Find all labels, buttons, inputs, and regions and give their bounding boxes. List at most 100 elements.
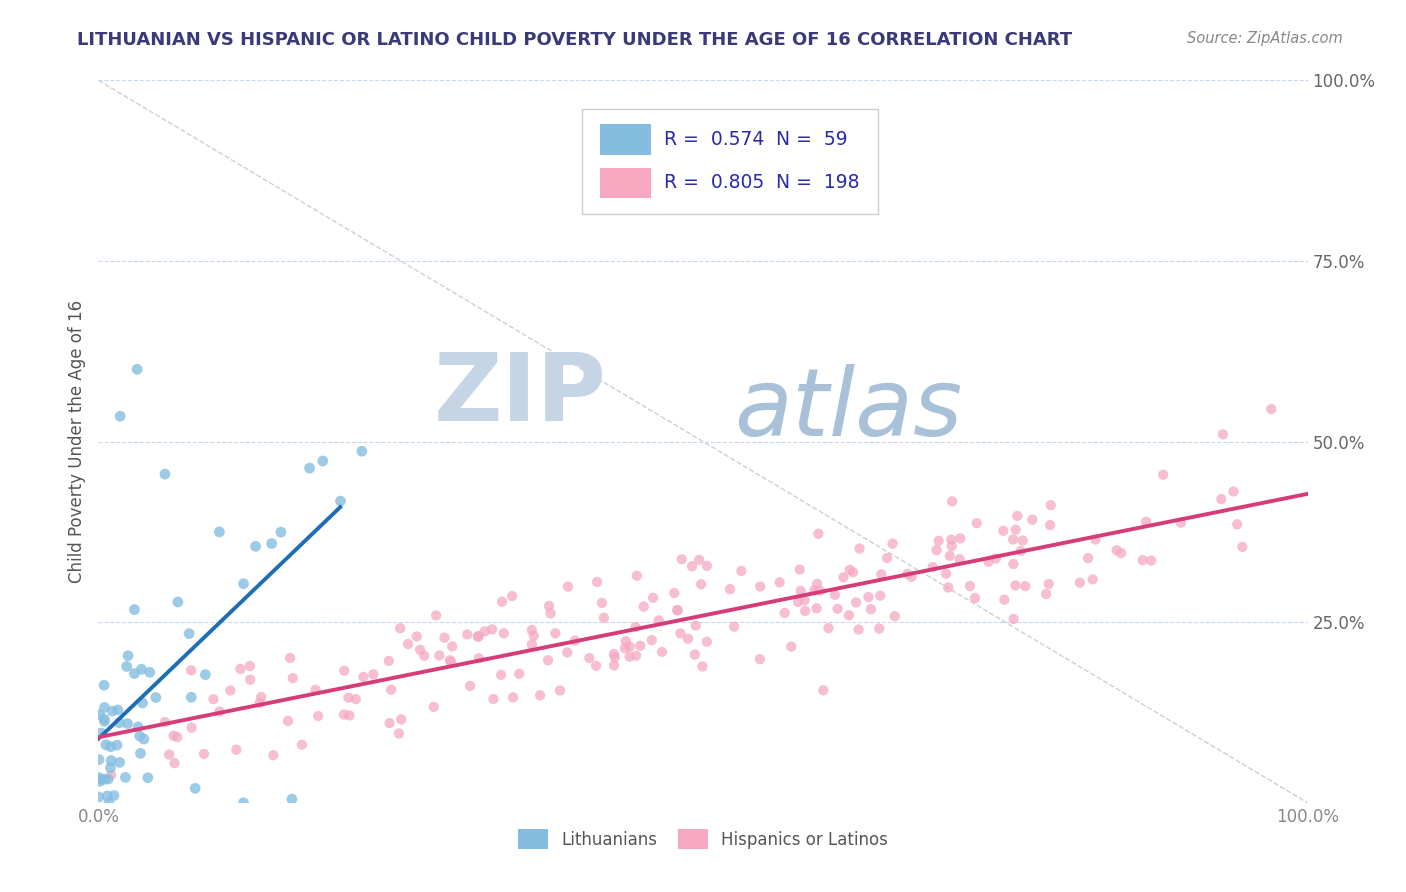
Point bbox=[405, 630, 427, 644]
Point bbox=[925, 543, 948, 558]
Point bbox=[749, 580, 772, 594]
Point bbox=[260, 536, 283, 550]
Point bbox=[1011, 533, 1033, 548]
Point bbox=[180, 690, 202, 705]
Point bbox=[232, 576, 254, 591]
Point bbox=[378, 716, 401, 731]
Point bbox=[1035, 587, 1057, 601]
Point bbox=[184, 781, 207, 796]
Point bbox=[1002, 557, 1025, 571]
Text: Source: ZipAtlas.com: Source: ZipAtlas.com bbox=[1187, 31, 1343, 46]
Point bbox=[1004, 523, 1026, 537]
Point bbox=[139, 665, 162, 680]
Point bbox=[281, 792, 304, 806]
Point bbox=[163, 756, 186, 771]
Point bbox=[824, 588, 846, 602]
Point bbox=[409, 642, 432, 657]
Point bbox=[685, 618, 707, 632]
Point bbox=[669, 626, 692, 640]
Point bbox=[97, 772, 120, 786]
Y-axis label: Child Poverty Under the Age of 16: Child Poverty Under the Age of 16 bbox=[67, 300, 86, 583]
Point bbox=[870, 567, 893, 582]
Point bbox=[845, 595, 868, 609]
Point bbox=[523, 629, 546, 643]
Point bbox=[614, 634, 637, 648]
Point bbox=[1170, 516, 1192, 530]
Point bbox=[882, 536, 904, 550]
Point bbox=[89, 707, 111, 722]
Point bbox=[681, 559, 703, 574]
Point bbox=[963, 591, 986, 605]
Point bbox=[993, 592, 1015, 607]
Point bbox=[1038, 577, 1060, 591]
Point bbox=[425, 608, 447, 623]
Point bbox=[688, 553, 710, 567]
Point bbox=[520, 638, 543, 652]
Point bbox=[928, 533, 950, 548]
Point bbox=[93, 678, 115, 692]
Point bbox=[1212, 427, 1234, 442]
Point bbox=[94, 738, 117, 752]
Point bbox=[941, 533, 963, 547]
Point bbox=[97, 796, 120, 810]
Point bbox=[281, 671, 304, 685]
Point bbox=[730, 564, 752, 578]
Point bbox=[1021, 513, 1043, 527]
Point bbox=[93, 700, 115, 714]
Point bbox=[491, 595, 513, 609]
Text: R =  0.805: R = 0.805 bbox=[664, 173, 765, 193]
Point bbox=[250, 690, 273, 704]
Point bbox=[388, 726, 411, 740]
Point bbox=[966, 516, 988, 531]
Point bbox=[100, 754, 122, 768]
Point bbox=[101, 704, 124, 718]
Point bbox=[389, 713, 412, 727]
Point bbox=[773, 606, 796, 620]
Point bbox=[935, 566, 957, 581]
Point bbox=[100, 768, 122, 782]
Text: N =  198: N = 198 bbox=[776, 173, 859, 193]
Point bbox=[1105, 543, 1128, 558]
Point bbox=[127, 720, 149, 734]
Text: LITHUANIAN VS HISPANIC OR LATINO CHILD POVERTY UNDER THE AGE OF 16 CORRELATION C: LITHUANIAN VS HISPANIC OR LATINO CHILD P… bbox=[77, 31, 1073, 49]
Point bbox=[676, 632, 699, 646]
Point bbox=[131, 696, 153, 710]
Point bbox=[166, 730, 188, 744]
Point bbox=[748, 652, 770, 666]
Point bbox=[769, 575, 792, 590]
Point bbox=[1109, 546, 1132, 560]
Point bbox=[591, 596, 613, 610]
Point bbox=[131, 662, 153, 676]
Point bbox=[896, 566, 918, 581]
Point bbox=[806, 576, 828, 591]
Point bbox=[239, 659, 262, 673]
Point bbox=[1077, 551, 1099, 566]
Point bbox=[108, 756, 131, 770]
Point bbox=[225, 742, 247, 756]
Point bbox=[329, 494, 352, 508]
Point bbox=[537, 653, 560, 667]
Point bbox=[603, 650, 626, 665]
Point bbox=[666, 603, 689, 617]
Point bbox=[848, 623, 870, 637]
Text: atlas: atlas bbox=[734, 364, 962, 455]
Point bbox=[1260, 402, 1282, 417]
Point bbox=[208, 524, 231, 539]
Point bbox=[977, 555, 1000, 569]
Point bbox=[671, 552, 693, 566]
Point bbox=[939, 549, 962, 563]
Point bbox=[949, 552, 972, 566]
Point bbox=[433, 631, 456, 645]
Point bbox=[389, 621, 412, 635]
Point bbox=[593, 610, 616, 624]
Point bbox=[1039, 498, 1062, 512]
Point bbox=[959, 579, 981, 593]
Point bbox=[124, 602, 146, 616]
Point bbox=[544, 626, 567, 640]
Point bbox=[817, 621, 839, 635]
Point bbox=[790, 583, 813, 598]
Point bbox=[1140, 553, 1163, 567]
Point bbox=[108, 715, 131, 730]
Point bbox=[219, 683, 242, 698]
Point bbox=[339, 708, 361, 723]
